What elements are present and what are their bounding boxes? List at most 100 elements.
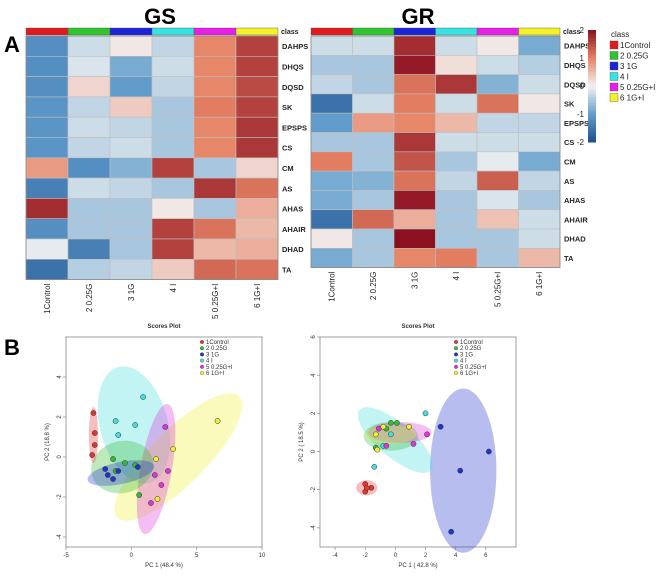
scores-left-legend-dot (200, 364, 204, 369)
colorbar-segment (588, 133, 596, 137)
legend-swatch (609, 40, 619, 50)
gs-class-label: class (281, 29, 299, 36)
scores-left-legend-label: 5 0.25G+I (206, 365, 233, 371)
gr-cell (476, 132, 519, 153)
gr-row-label: CS (564, 138, 574, 147)
gs-cell (67, 218, 111, 240)
gr-cell (352, 228, 395, 249)
colorbar-segment (588, 114, 596, 118)
gr-cell (518, 132, 561, 153)
scores-left-ytick-label: 2 (57, 415, 63, 419)
gr-cell (393, 35, 436, 56)
scores-left-legend-label: 3 1G (206, 352, 219, 358)
gr-cell (476, 112, 519, 133)
gs-class-strip-1 (25, 27, 69, 36)
scores-right-legend-label: 2 0.25G (460, 346, 482, 352)
gs-row-label: EPSPS (282, 123, 307, 132)
scores-left-point-1Control (91, 442, 98, 448)
gs-cell (193, 157, 237, 179)
gs-cell (193, 137, 237, 159)
scores-left-legend-dot (200, 371, 204, 375)
gr-cell (435, 190, 478, 210)
colorbar-segment (588, 46, 596, 51)
scores-right-point-3-1G (457, 467, 464, 474)
gr-cell (310, 209, 353, 230)
gr-cell (435, 228, 478, 249)
gs-cell (67, 157, 111, 179)
gr-cell (518, 190, 561, 210)
colorbar-segment (588, 35, 596, 39)
gr-cell (476, 151, 519, 172)
colorbar-segment (588, 116, 596, 121)
colorbar-segment (588, 69, 596, 73)
gs-col-label: 1Control (43, 283, 52, 313)
gr-col-label: 3 1G (411, 272, 420, 289)
panel-label-a: A (4, 32, 20, 57)
colorbar-segment (588, 44, 596, 48)
colorbar-segment (588, 102, 596, 107)
gr-cell (435, 112, 478, 133)
gs-cell (151, 76, 195, 98)
scores-left-ellipse-5-0-25G-I (136, 403, 176, 535)
scores-left-point-4-I (132, 422, 139, 428)
gr-cell (310, 151, 353, 172)
legend-swatch (609, 72, 619, 81)
gs-cell (67, 116, 111, 138)
scores-right-point-1Control (363, 484, 370, 491)
scores-left-point-5-0-25G-I (165, 468, 171, 474)
gs-cell (235, 157, 279, 179)
colorbar-segment (588, 105, 596, 109)
gs-cell (235, 258, 279, 280)
gs-cell (235, 177, 279, 199)
gs-class-strip-2 (67, 27, 111, 36)
gs-cell (193, 218, 237, 240)
gr-row-label: DAHPS (564, 42, 590, 51)
colorbar-segment (588, 136, 596, 140)
gr-cell (518, 170, 561, 191)
gs-cell (151, 218, 195, 240)
colorbar-segment (588, 55, 596, 59)
gr-cell (518, 151, 561, 172)
gs-cell (109, 198, 153, 219)
gs-cell (25, 137, 69, 159)
colorbar-segment (588, 72, 596, 76)
colorbar-segment (588, 41, 596, 45)
gs-class-strip-5 (193, 27, 237, 36)
gs-cell (151, 35, 195, 57)
gs-row-label: DHQS (282, 62, 304, 71)
gs-cell (109, 137, 153, 159)
gr-cell (476, 93, 519, 114)
gs-row-label: SK (282, 103, 293, 112)
gs-cell (235, 137, 279, 159)
gs-cell (193, 116, 237, 138)
scores-left-xtick-label: 5 (195, 553, 199, 559)
gr-col-label: 5 0.25G+I (494, 272, 503, 307)
scores-left-point-1Control (90, 410, 97, 416)
gs-cell (109, 157, 153, 179)
gr-cell (310, 54, 353, 75)
gs-cell (193, 76, 237, 98)
scores-right-point-6-1G-I (374, 446, 381, 453)
scores-right-point-6-1G-I (380, 423, 387, 430)
gr-class-strip-6 (518, 27, 561, 36)
gr-cell (435, 35, 478, 56)
scores-left-point-1Control (89, 452, 95, 458)
gs-cell (151, 258, 195, 280)
scores-left-ellipse-6-1G-I (114, 393, 243, 521)
gs-cell (109, 177, 153, 199)
gr-col-label: 6 1G+I (535, 272, 544, 296)
scores-right-point-3-1G (437, 423, 444, 430)
colorbar-segment (588, 58, 596, 62)
scores-left-point-4-I (140, 394, 146, 400)
colorbar-segment (588, 66, 596, 70)
colorbar-segment (588, 83, 596, 87)
colorbar-tick: 1 (580, 54, 585, 63)
gr-row-label: TA (564, 254, 574, 263)
gr-row-label: AS (564, 177, 574, 186)
scores-right-legend-dot (454, 364, 458, 369)
colorbar-segment (588, 86, 596, 90)
gr-cell (476, 170, 519, 191)
gr-cell (393, 151, 436, 172)
scores-right-ylabel: PC 2 ( 18.5 %) (299, 422, 305, 461)
